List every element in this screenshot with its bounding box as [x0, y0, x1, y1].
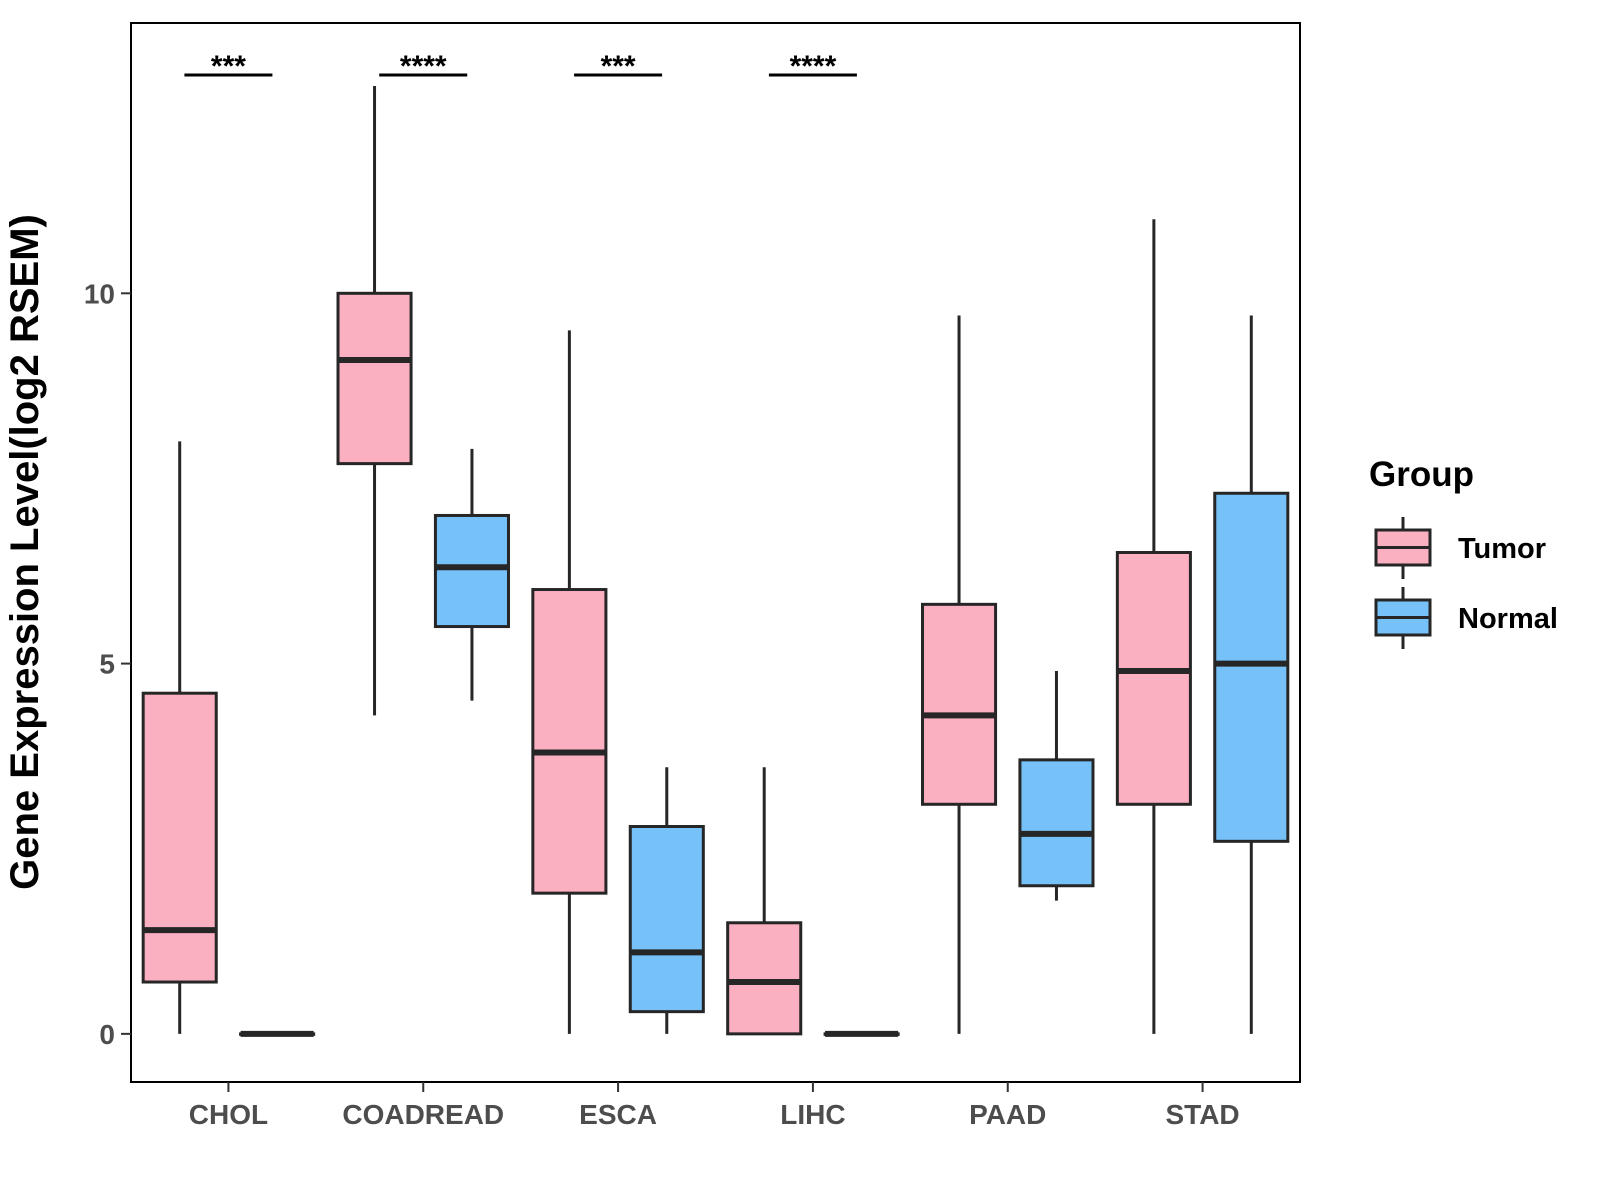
box-body-lihc-tumor — [726, 921, 803, 1036]
plot-layer: *** **** *** **** — [141, 50, 1290, 1037]
sig-label-esca: *** — [601, 50, 636, 83]
sig-label-coadread: **** — [400, 50, 447, 83]
y-tick-label-0: 0 — [99, 1019, 115, 1050]
x-axis: CHOL COADREAD ESCA LIHC PAAD STAD — [189, 1082, 1240, 1130]
box-body-paad-normal — [1018, 758, 1095, 888]
box-lihc-normal — [823, 1030, 900, 1037]
x-tick-label-chol: CHOL — [189, 1099, 268, 1130]
box-body-coadread-tumor — [336, 291, 413, 466]
x-tick-label-esca: ESCA — [579, 1099, 657, 1130]
box-body-esca-tumor — [531, 588, 608, 895]
plot-panel — [130, 22, 1301, 1083]
box-lihc-tumor — [726, 767, 803, 1036]
box-stad-tumor — [1115, 219, 1192, 1034]
y-axis: 0 5 10 — [84, 278, 131, 1050]
x-tick-label-coadread: COADREAD — [342, 1099, 504, 1130]
legend-item-tumor: Tumor — [1374, 517, 1546, 579]
box-body-stad-normal — [1213, 491, 1290, 843]
significance-annotations: *** **** *** **** — [184, 50, 857, 83]
sig-label-lihc: **** — [790, 50, 837, 83]
sig-label-chol: *** — [211, 50, 246, 83]
x-tick-label-lihc: LIHC — [780, 1099, 845, 1130]
legend-title: Group — [1369, 455, 1474, 494]
box-body-coadread-normal — [433, 513, 510, 629]
y-tick-label-5: 5 — [99, 649, 115, 680]
box-chol-tumor — [141, 441, 218, 1034]
box-body-chol-tumor — [141, 691, 218, 984]
box-body-paad-tumor — [921, 602, 998, 806]
box-esca-tumor — [531, 330, 608, 1034]
x-tick-label-paad: PAAD — [969, 1099, 1046, 1130]
box-paad-tumor — [921, 315, 998, 1034]
x-tick-label-stad: STAD — [1166, 1099, 1240, 1130]
box-chol-normal — [239, 1030, 316, 1037]
y-tick-label-10: 10 — [84, 278, 115, 309]
box-body-stad-tumor — [1115, 551, 1192, 806]
box-coadread-normal — [433, 448, 510, 701]
y-axis-title: Gene Expression Level(log2 RSEM) — [3, 214, 47, 890]
box-esca-normal — [628, 767, 705, 1034]
box-coadread-tumor — [336, 85, 413, 716]
box-stad-normal — [1213, 315, 1290, 1034]
legend-item-normal: Normal — [1374, 587, 1558, 649]
legend: Group Tumor Normal — [1369, 455, 1558, 649]
box-paad-normal — [1018, 670, 1095, 901]
legend-label-normal: Normal — [1458, 603, 1558, 635]
box-body-esca-normal — [628, 825, 705, 1014]
legend-label-tumor: Tumor — [1458, 533, 1546, 565]
